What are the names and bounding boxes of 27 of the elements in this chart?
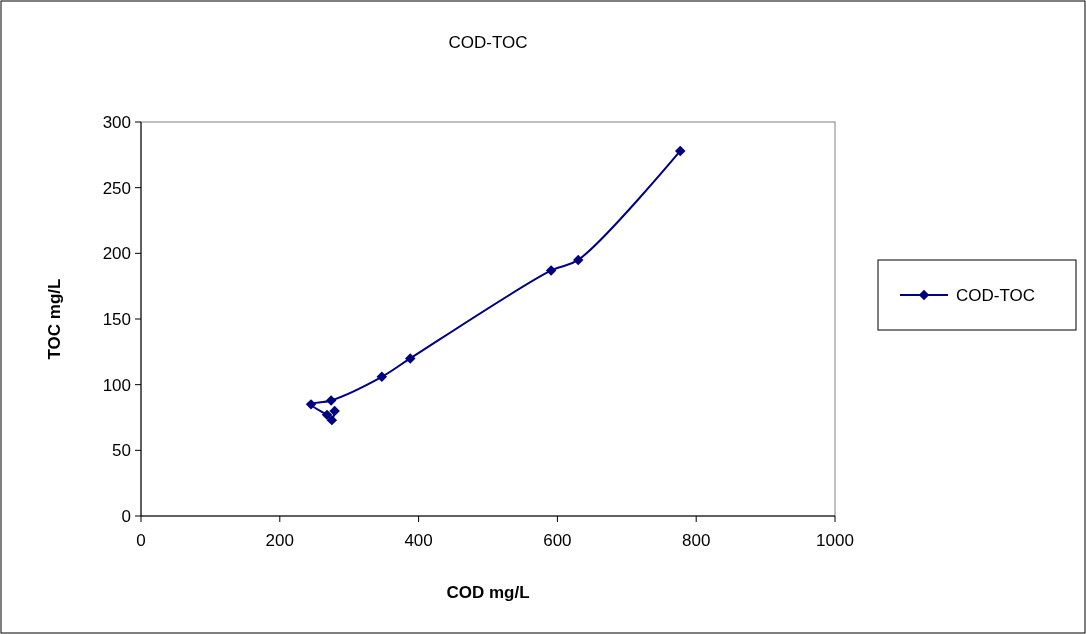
y-tick-label: 300 bbox=[102, 112, 131, 132]
x-axis-title: COD mg/L bbox=[446, 583, 530, 602]
y-axis-title: TOC mg/L bbox=[45, 278, 64, 360]
x-tick-label: 0 bbox=[136, 531, 146, 550]
point bbox=[326, 414, 338, 426]
point bbox=[675, 145, 686, 157]
point bbox=[545, 265, 557, 276]
point bbox=[376, 371, 388, 383]
x-tick-label: 400 bbox=[404, 531, 433, 550]
chart-title: COD-TOC bbox=[448, 33, 528, 52]
y-tick-label: 200 bbox=[102, 244, 131, 264]
point bbox=[305, 399, 317, 410]
point bbox=[572, 254, 584, 266]
point bbox=[325, 395, 337, 406]
x-tick-label: 600 bbox=[543, 531, 572, 550]
point bbox=[405, 353, 416, 364]
point bbox=[329, 405, 340, 417]
x-tick-label: 1000 bbox=[816, 531, 854, 550]
legend-label: COD-TOC bbox=[956, 285, 1036, 305]
y-tick-label: 100 bbox=[102, 375, 131, 395]
y-tick-label: 150 bbox=[102, 309, 131, 329]
y-tick-label: 0 bbox=[121, 506, 131, 526]
x-tick-label: 800 bbox=[682, 531, 711, 550]
point bbox=[321, 409, 333, 421]
y-tick-label: 250 bbox=[102, 178, 131, 198]
x-tick-label: 200 bbox=[265, 531, 294, 550]
y-tick-label: 50 bbox=[112, 441, 131, 461]
